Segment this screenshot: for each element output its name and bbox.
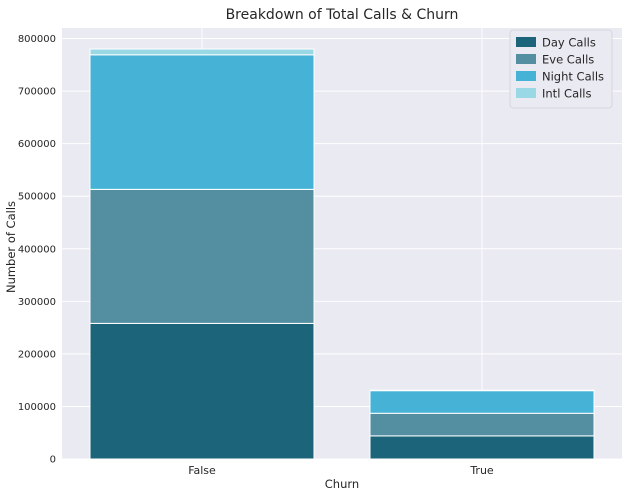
y-tick-label: 700000: [18, 87, 56, 98]
bar-night-calls-false: [89, 54, 315, 190]
y-tick-label: 0: [50, 455, 56, 466]
chart-title: Breakdown of Total Calls & Churn: [226, 7, 459, 23]
y-tick-label: 300000: [18, 297, 56, 308]
bar-eve-calls-false: [89, 188, 315, 324]
x-axis-ticks: False True: [188, 464, 494, 477]
y-tick-label: 100000: [18, 402, 56, 413]
y-tick-label: 600000: [18, 139, 56, 150]
bar-intl-calls-true: [369, 389, 595, 392]
y-tick-label: 400000: [18, 244, 56, 255]
bars: [89, 48, 595, 460]
y-tick-label: 500000: [18, 192, 56, 203]
y-axis-ticks: 0 100000 200000 300000 400000 500000 600000 700…: [18, 34, 56, 465]
legend-label: Eve Calls: [542, 53, 594, 67]
legend-label: Intl Calls: [542, 87, 592, 101]
bar-night-calls-true: [369, 390, 595, 414]
x-tick-label: True: [469, 464, 494, 477]
legend-label: Night Calls: [542, 70, 604, 84]
legend-swatch: [516, 54, 536, 64]
x-axis-title: Churn: [325, 477, 359, 491]
x-tick-label: False: [188, 464, 216, 477]
legend-swatch: [516, 37, 536, 47]
bar-intl-calls-false: [89, 48, 315, 56]
bar-day-calls-true: [369, 435, 595, 460]
bar-eve-calls-true: [369, 412, 595, 437]
y-axis-title: Number of Calls: [4, 201, 18, 293]
y-tick-label: 800000: [18, 34, 56, 45]
legend: Day Calls Eve Calls Night Calls Intl Calls: [509, 29, 613, 109]
legend-swatch: [516, 71, 536, 81]
legend-swatch: [516, 88, 536, 98]
y-tick-label: 200000: [18, 349, 56, 360]
legend-label: Day Calls: [542, 36, 596, 50]
bar-day-calls-false: [89, 322, 315, 460]
